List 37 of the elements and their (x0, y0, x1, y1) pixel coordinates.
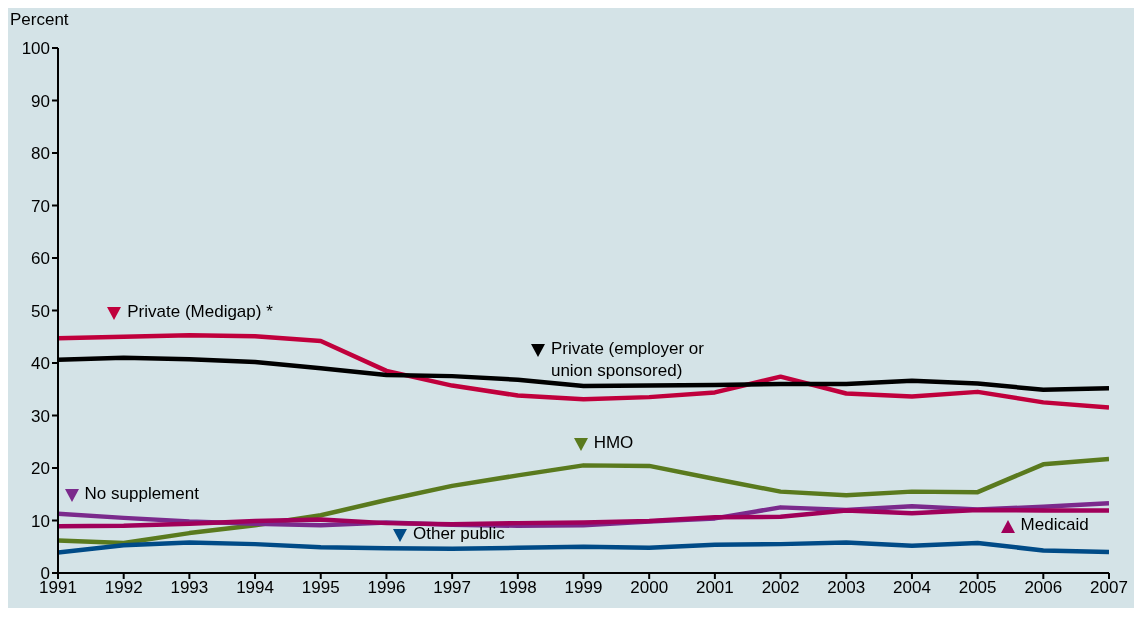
line-series (58, 540, 1109, 555)
x-tick-label: 2005 (958, 578, 997, 598)
line-series (58, 507, 1109, 529)
x-tick-label: 1995 (301, 578, 340, 598)
x-tick-label: 1997 (433, 578, 472, 598)
x-tick-label: 1993 (170, 578, 209, 598)
x-tick-label: 2001 (695, 578, 734, 598)
y-tick-label: 90 (31, 91, 50, 111)
x-tick-label: 1996 (367, 578, 406, 598)
line-series (58, 456, 1109, 546)
x-tick-label: 2003 (827, 578, 866, 598)
y-axis-title: Percent (10, 10, 69, 30)
y-tick-label: 50 (31, 301, 50, 321)
legend-label: Medicaid (1020, 513, 1089, 536)
legend-label: Other public (413, 522, 505, 545)
x-tick-label: 2000 (630, 578, 669, 598)
x-tick-label: 1992 (104, 578, 143, 598)
y-tick-label: 40 (31, 354, 50, 374)
x-tick-label: 2006 (1024, 578, 1063, 598)
x-tick-label: 1994 (236, 578, 274, 598)
x-tick-label: 1998 (498, 578, 537, 598)
y-tick-label: 30 (31, 406, 50, 426)
x-tick-label: 1999 (564, 578, 603, 598)
legend-label: HMO (593, 432, 634, 455)
legend-label: No supplement (84, 483, 199, 506)
y-tick-label: 80 (31, 144, 50, 164)
legend-label: Private (Medigap) * (127, 301, 273, 324)
y-tick-label: 100 (21, 39, 50, 59)
x-tick-label: 2007 (1090, 578, 1128, 598)
x-tick-label: 2004 (893, 578, 931, 598)
y-tick-label: 10 (31, 511, 50, 531)
line-series (58, 332, 1109, 410)
y-tick-label: 60 (31, 249, 50, 269)
y-tick-label: 20 (31, 459, 50, 479)
y-tick-label: 70 (31, 196, 50, 216)
x-tick-label: 2002 (761, 578, 800, 598)
legend-label: Private (employer or union sponsored) (550, 337, 705, 382)
